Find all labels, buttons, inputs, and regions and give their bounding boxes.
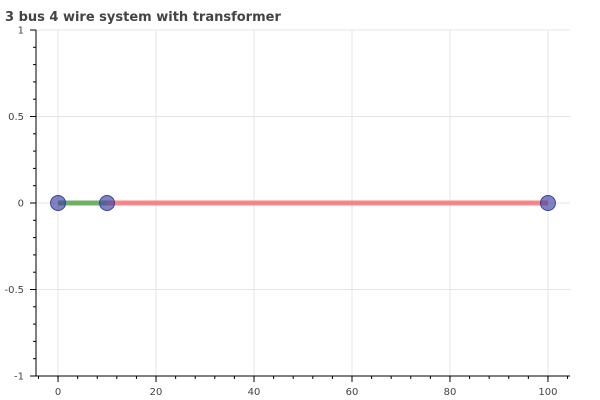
y-tick-label: -1 (14, 372, 24, 383)
chart-title: 3 bus 4 wire system with transformer (5, 10, 281, 25)
x-tick-label: 80 (444, 387, 457, 398)
x-tick-label: 40 (248, 387, 261, 398)
buses (50, 195, 556, 211)
y-tick-label: 0 (18, 199, 24, 210)
y-tick-label: 1 (18, 26, 24, 37)
y-axis: 1 0.5 0 -0.5 -1 (4, 26, 37, 383)
x-tick-label: 20 (150, 387, 163, 398)
y-tick-label: -0.5 (4, 285, 24, 296)
plot-area (36, 29, 570, 377)
x-axis: 0 20 40 60 80 100 (36, 375, 570, 398)
bus-point (539, 195, 556, 211)
y-tick-label: 0.5 (8, 112, 24, 123)
x-tick-label: 0 (55, 387, 61, 398)
bus-point (50, 195, 67, 211)
x-tick-label: 100 (538, 387, 557, 398)
bus-point (99, 195, 116, 211)
x-tick-label: 60 (346, 387, 359, 398)
